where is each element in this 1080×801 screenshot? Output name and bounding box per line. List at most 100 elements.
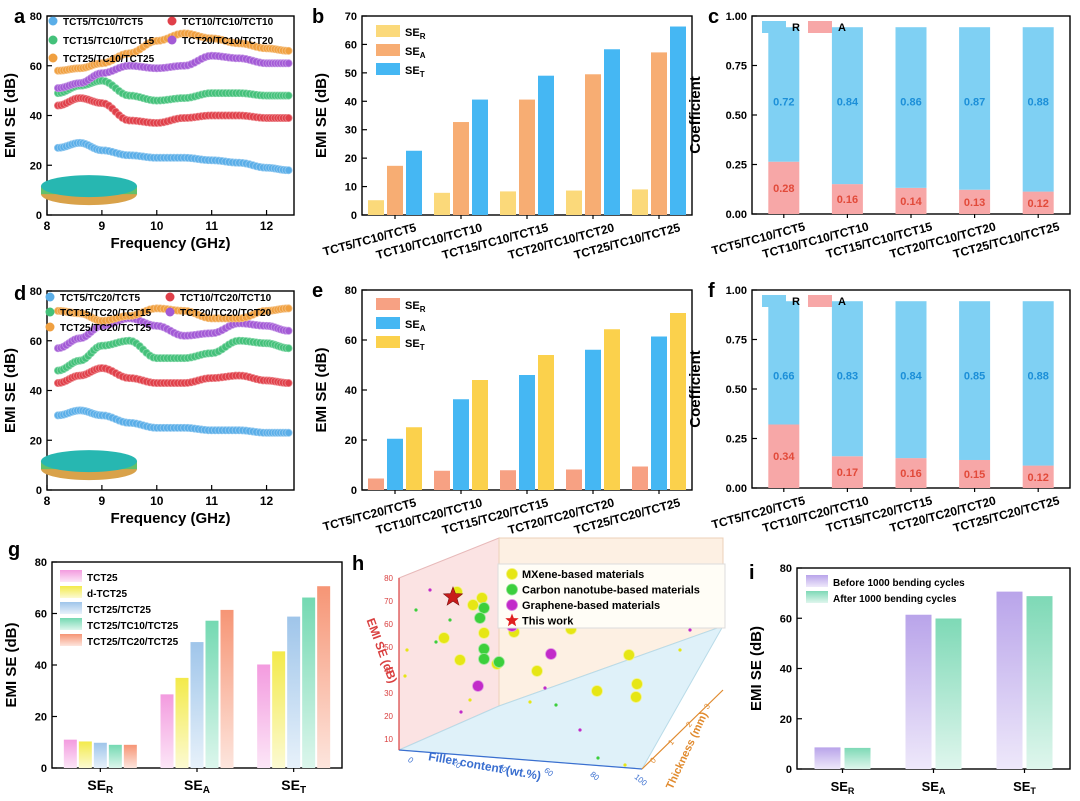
legend-swatch xyxy=(808,21,832,33)
legend-marker xyxy=(506,568,518,580)
bar-reflection xyxy=(831,27,863,185)
scatter-point xyxy=(478,627,490,639)
legend-label: TCT5/TC20/TCT5 xyxy=(60,293,140,304)
y-tick-label: 40 xyxy=(30,111,42,123)
z-tick-label: 60 xyxy=(384,620,393,629)
scatter-point xyxy=(467,599,479,611)
scatter-shadow-point xyxy=(596,756,600,760)
panel-letter: h xyxy=(352,553,364,575)
value-label-r: 0.85 xyxy=(964,371,985,383)
legend-swatch xyxy=(60,618,82,630)
y-tick-label: 1.00 xyxy=(726,285,747,297)
x-tick-label: 60 xyxy=(542,766,555,779)
y-tick-label: 20 xyxy=(345,153,357,165)
x-tick-label: 9 xyxy=(99,494,106,508)
scatter-shadow-point xyxy=(623,763,627,767)
bar xyxy=(519,99,535,215)
bar-absorption xyxy=(768,161,800,214)
bar xyxy=(78,741,92,768)
legend-label: SET xyxy=(405,338,425,352)
legend-label: This work xyxy=(522,616,574,628)
data-point xyxy=(284,344,293,353)
bar-reflection xyxy=(768,301,800,425)
scatter-shadow-point xyxy=(405,648,409,652)
y-tick-label: 0 xyxy=(41,763,47,775)
y-tick-label: 60 xyxy=(30,61,42,73)
value-label-r: 0.84 xyxy=(837,97,859,109)
legend-label: TCT15/TC10/TCT15 xyxy=(63,36,155,47)
legend-swatch xyxy=(762,21,786,33)
bar-absorption xyxy=(1022,191,1054,214)
y-tick-label: 0 xyxy=(351,210,357,222)
y-tick-label: 60 xyxy=(345,335,357,347)
bar xyxy=(632,189,648,215)
bar xyxy=(387,438,403,490)
y-tick-label: 1.00 xyxy=(726,11,747,23)
x-tick-label: 8 xyxy=(44,219,51,233)
y-tick-label: 40 xyxy=(35,660,47,672)
scatter-point xyxy=(623,649,635,661)
group-label: SET xyxy=(281,777,306,796)
bar xyxy=(538,75,554,215)
legend-label: TCT25/TC10/TCT25 xyxy=(63,54,155,65)
bar xyxy=(585,74,601,216)
bar xyxy=(93,742,107,768)
y-axis-label: EMI SE (dB) xyxy=(2,73,19,158)
legend-label: MXene-based materials xyxy=(522,569,644,581)
bar xyxy=(632,466,648,490)
bar-reflection xyxy=(959,301,991,460)
panel-a: a 0 20 40 60 80 8 9 10 11 12 Frequency (GHz) EMI SE … xyxy=(2,6,295,252)
bar xyxy=(123,744,137,768)
bar xyxy=(472,380,488,490)
x-tick-label: 100 xyxy=(633,772,649,788)
y-axis-label: EMI SE (dB) xyxy=(313,347,330,432)
group-label: SET xyxy=(1013,779,1036,796)
value-label-r: 0.84 xyxy=(900,371,922,383)
y-tick-label: 0.00 xyxy=(726,209,747,221)
scatter-point xyxy=(591,685,603,697)
scatter-shadow-point xyxy=(414,608,418,612)
legend-marker xyxy=(48,16,58,26)
legend-label: A xyxy=(838,22,846,34)
scatter-shadow-point xyxy=(403,674,407,678)
thickness-tick-label: 1 xyxy=(666,737,676,747)
scatter-point xyxy=(478,653,490,665)
scatter-point xyxy=(478,602,490,614)
panel-letter: g xyxy=(8,539,20,561)
scatter-shadow-point xyxy=(434,640,438,644)
thickness-tick-label: 3 xyxy=(702,701,712,711)
y-tick-label: 0 xyxy=(36,210,42,222)
legend-label: Carbon nanotube-based materials xyxy=(522,585,700,597)
legend-label: TCT10/TC20/TCT10 xyxy=(180,293,272,304)
scatter-point xyxy=(476,592,488,604)
y-tick-label: 20 xyxy=(30,160,42,172)
value-label-a: 0.17 xyxy=(837,467,858,479)
group-label: SER xyxy=(87,777,114,796)
bar xyxy=(566,190,582,215)
value-label-r: 0.83 xyxy=(837,371,858,383)
scatter-shadow-point xyxy=(554,703,558,707)
scatter-shadow-point xyxy=(448,618,452,622)
data-point xyxy=(284,326,293,335)
y-tick-label: 0.75 xyxy=(726,61,747,73)
scatter-point xyxy=(454,654,466,666)
legend-label: TCT25/TC20/TCT25 xyxy=(60,323,152,334)
y-tick-label: 0 xyxy=(351,485,357,497)
legend-label: SEA xyxy=(405,319,426,333)
y-tick-label: 60 xyxy=(780,613,792,625)
scatter-shadow-point xyxy=(543,686,547,690)
legend-label: TCT25/TC10/TCT25 xyxy=(87,621,179,632)
legend-label: A xyxy=(838,296,846,308)
scatter-point xyxy=(478,643,490,655)
y-tick-label: 0.50 xyxy=(726,110,747,122)
data-point xyxy=(284,304,293,313)
y-tick-label: 10 xyxy=(345,182,357,194)
bar xyxy=(905,614,932,769)
bar xyxy=(585,349,601,490)
bar xyxy=(317,586,331,768)
bar-reflection xyxy=(1022,27,1054,192)
bar xyxy=(368,478,384,490)
bar xyxy=(1026,596,1053,769)
y-tick-label: 0.25 xyxy=(726,160,747,172)
x-tick-label: 8 xyxy=(44,494,51,508)
